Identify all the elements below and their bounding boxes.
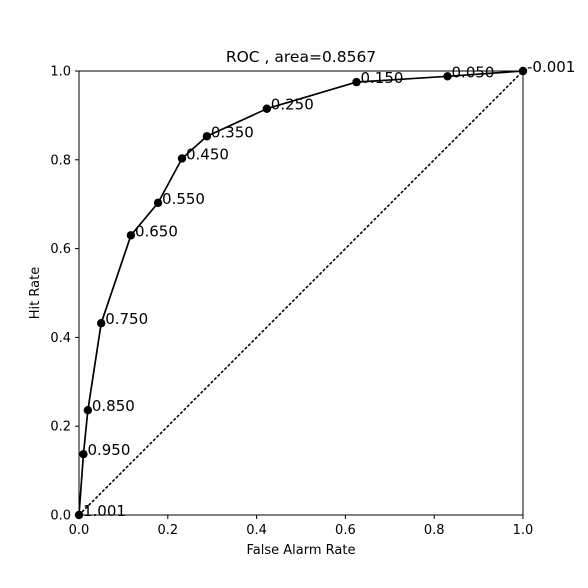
x-axis-label: False Alarm Rate bbox=[247, 543, 356, 558]
threshold-label: 0.250 bbox=[271, 96, 314, 114]
threshold-label: -0.001 bbox=[527, 58, 575, 76]
threshold-label: 0.450 bbox=[186, 145, 229, 163]
axis-ticks: 0.0 0.2 0.4 0.6 0.8 1.0 0.0 0.2 0.4 0.6 0.8 1.0 bbox=[50, 65, 533, 539]
roc-point bbox=[83, 406, 93, 415]
x-tick-label: 1.0 bbox=[513, 523, 534, 538]
threshold-label: 0.950 bbox=[87, 441, 130, 459]
threshold-label: 0.050 bbox=[452, 63, 495, 81]
x-tick-label: 0.6 bbox=[335, 523, 356, 538]
threshold-label: 0.150 bbox=[361, 69, 404, 87]
x-tick-label: 0.4 bbox=[246, 523, 267, 538]
roc-point bbox=[126, 231, 136, 240]
roc-point bbox=[352, 77, 361, 87]
y-tick-label: 1.0 bbox=[50, 65, 71, 80]
roc-points bbox=[74, 66, 528, 520]
diagonal-reference-line bbox=[78, 70, 524, 516]
chart-title: ROC , area=0.8567 bbox=[226, 48, 376, 66]
threshold-label: 1.001 bbox=[83, 502, 126, 520]
roc-line bbox=[78, 70, 524, 516]
roc-point bbox=[97, 318, 106, 328]
threshold-labels: 1.001 0.950 0.850 0.750 0.650 0.550 0.450 0.350… bbox=[83, 58, 575, 520]
roc-point bbox=[153, 198, 163, 208]
y-axis-label: Hit Rate bbox=[28, 267, 43, 319]
threshold-label: 0.550 bbox=[162, 190, 205, 208]
plot-frame bbox=[78, 70, 524, 516]
y-tick-label: 0.4 bbox=[50, 331, 71, 346]
y-tick-label: 0.2 bbox=[50, 420, 71, 435]
x-tick-label: 0.2 bbox=[157, 523, 178, 538]
threshold-label: 0.650 bbox=[135, 222, 178, 240]
roc-point bbox=[79, 449, 88, 459]
roc-curve bbox=[78, 70, 524, 516]
roc-point bbox=[518, 66, 528, 76]
y-tick-label: 0.0 bbox=[50, 509, 71, 524]
roc-point bbox=[74, 510, 84, 520]
roc-point bbox=[202, 132, 212, 141]
threshold-label: 0.750 bbox=[105, 310, 148, 328]
roc-point bbox=[443, 72, 452, 81]
threshold-label: 0.850 bbox=[92, 397, 135, 415]
x-tick-label: 0.0 bbox=[69, 523, 90, 538]
y-tick-label: 0.8 bbox=[50, 153, 71, 168]
roc-point bbox=[177, 154, 187, 163]
threshold-label: 0.350 bbox=[211, 123, 254, 141]
y-tick-label: 0.6 bbox=[50, 242, 71, 257]
roc-point bbox=[262, 104, 272, 113]
x-tick-label: 0.8 bbox=[424, 523, 445, 538]
diagonal-line bbox=[78, 70, 524, 516]
